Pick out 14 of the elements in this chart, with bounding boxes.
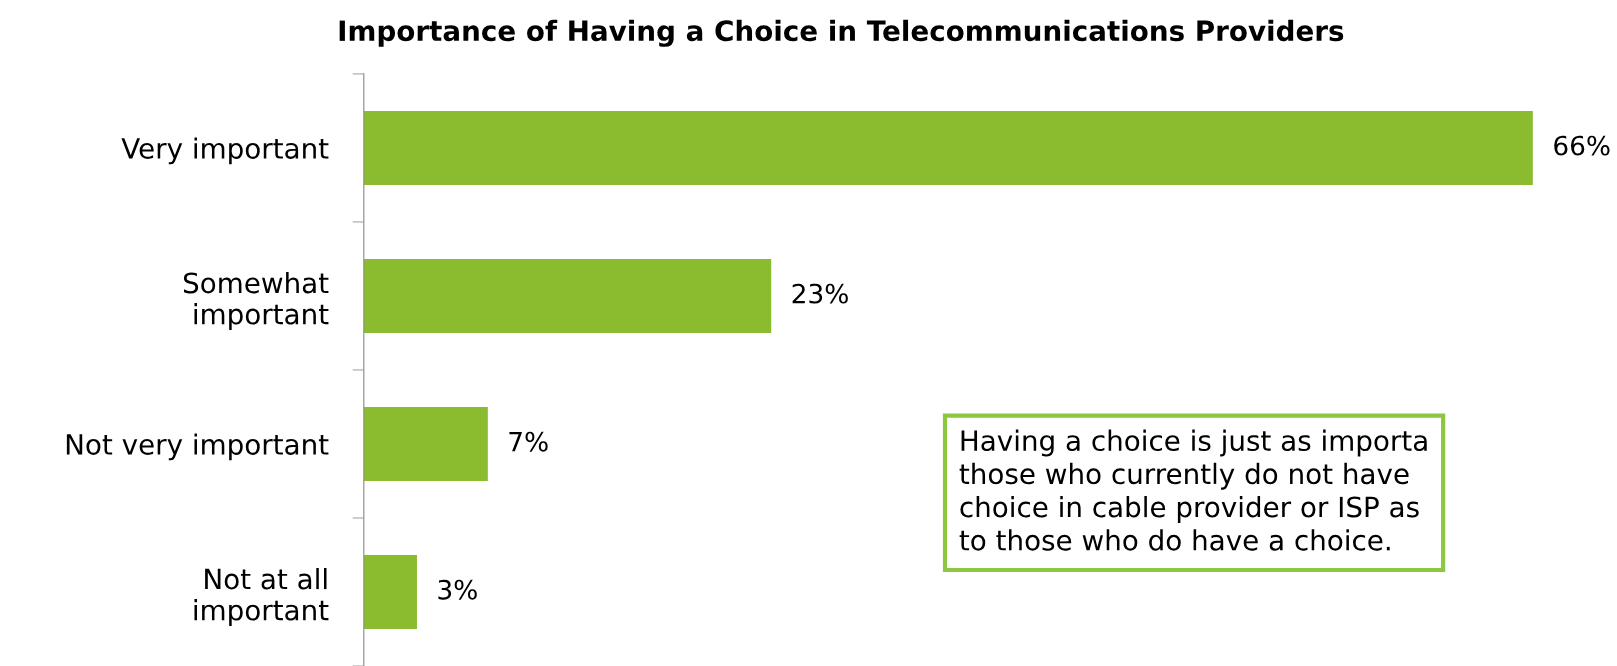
data-label: 66% (1554, 135, 1610, 156)
data-label: 23% (792, 283, 848, 304)
annotation: Having a choice is just as importa those who currently do not have choice in cable provider or ISP as to those who do have a choice. (959, 429, 1427, 551)
bar (363, 258, 772, 333)
data-label: 7% (509, 431, 548, 452)
y-tick-label: Not very important (66, 433, 329, 461)
y-tick-label: Very important (121, 137, 329, 165)
bar (363, 406, 488, 481)
bar (363, 110, 1533, 185)
chart-title: Importance of Having a Choice in Telecommunications Providers (339, 19, 1344, 47)
y-tick-label: Not at all important (194, 568, 329, 626)
data-label: 3% (438, 579, 477, 600)
bar (363, 554, 417, 629)
y-tick-label: Somewhat important (183, 271, 329, 330)
